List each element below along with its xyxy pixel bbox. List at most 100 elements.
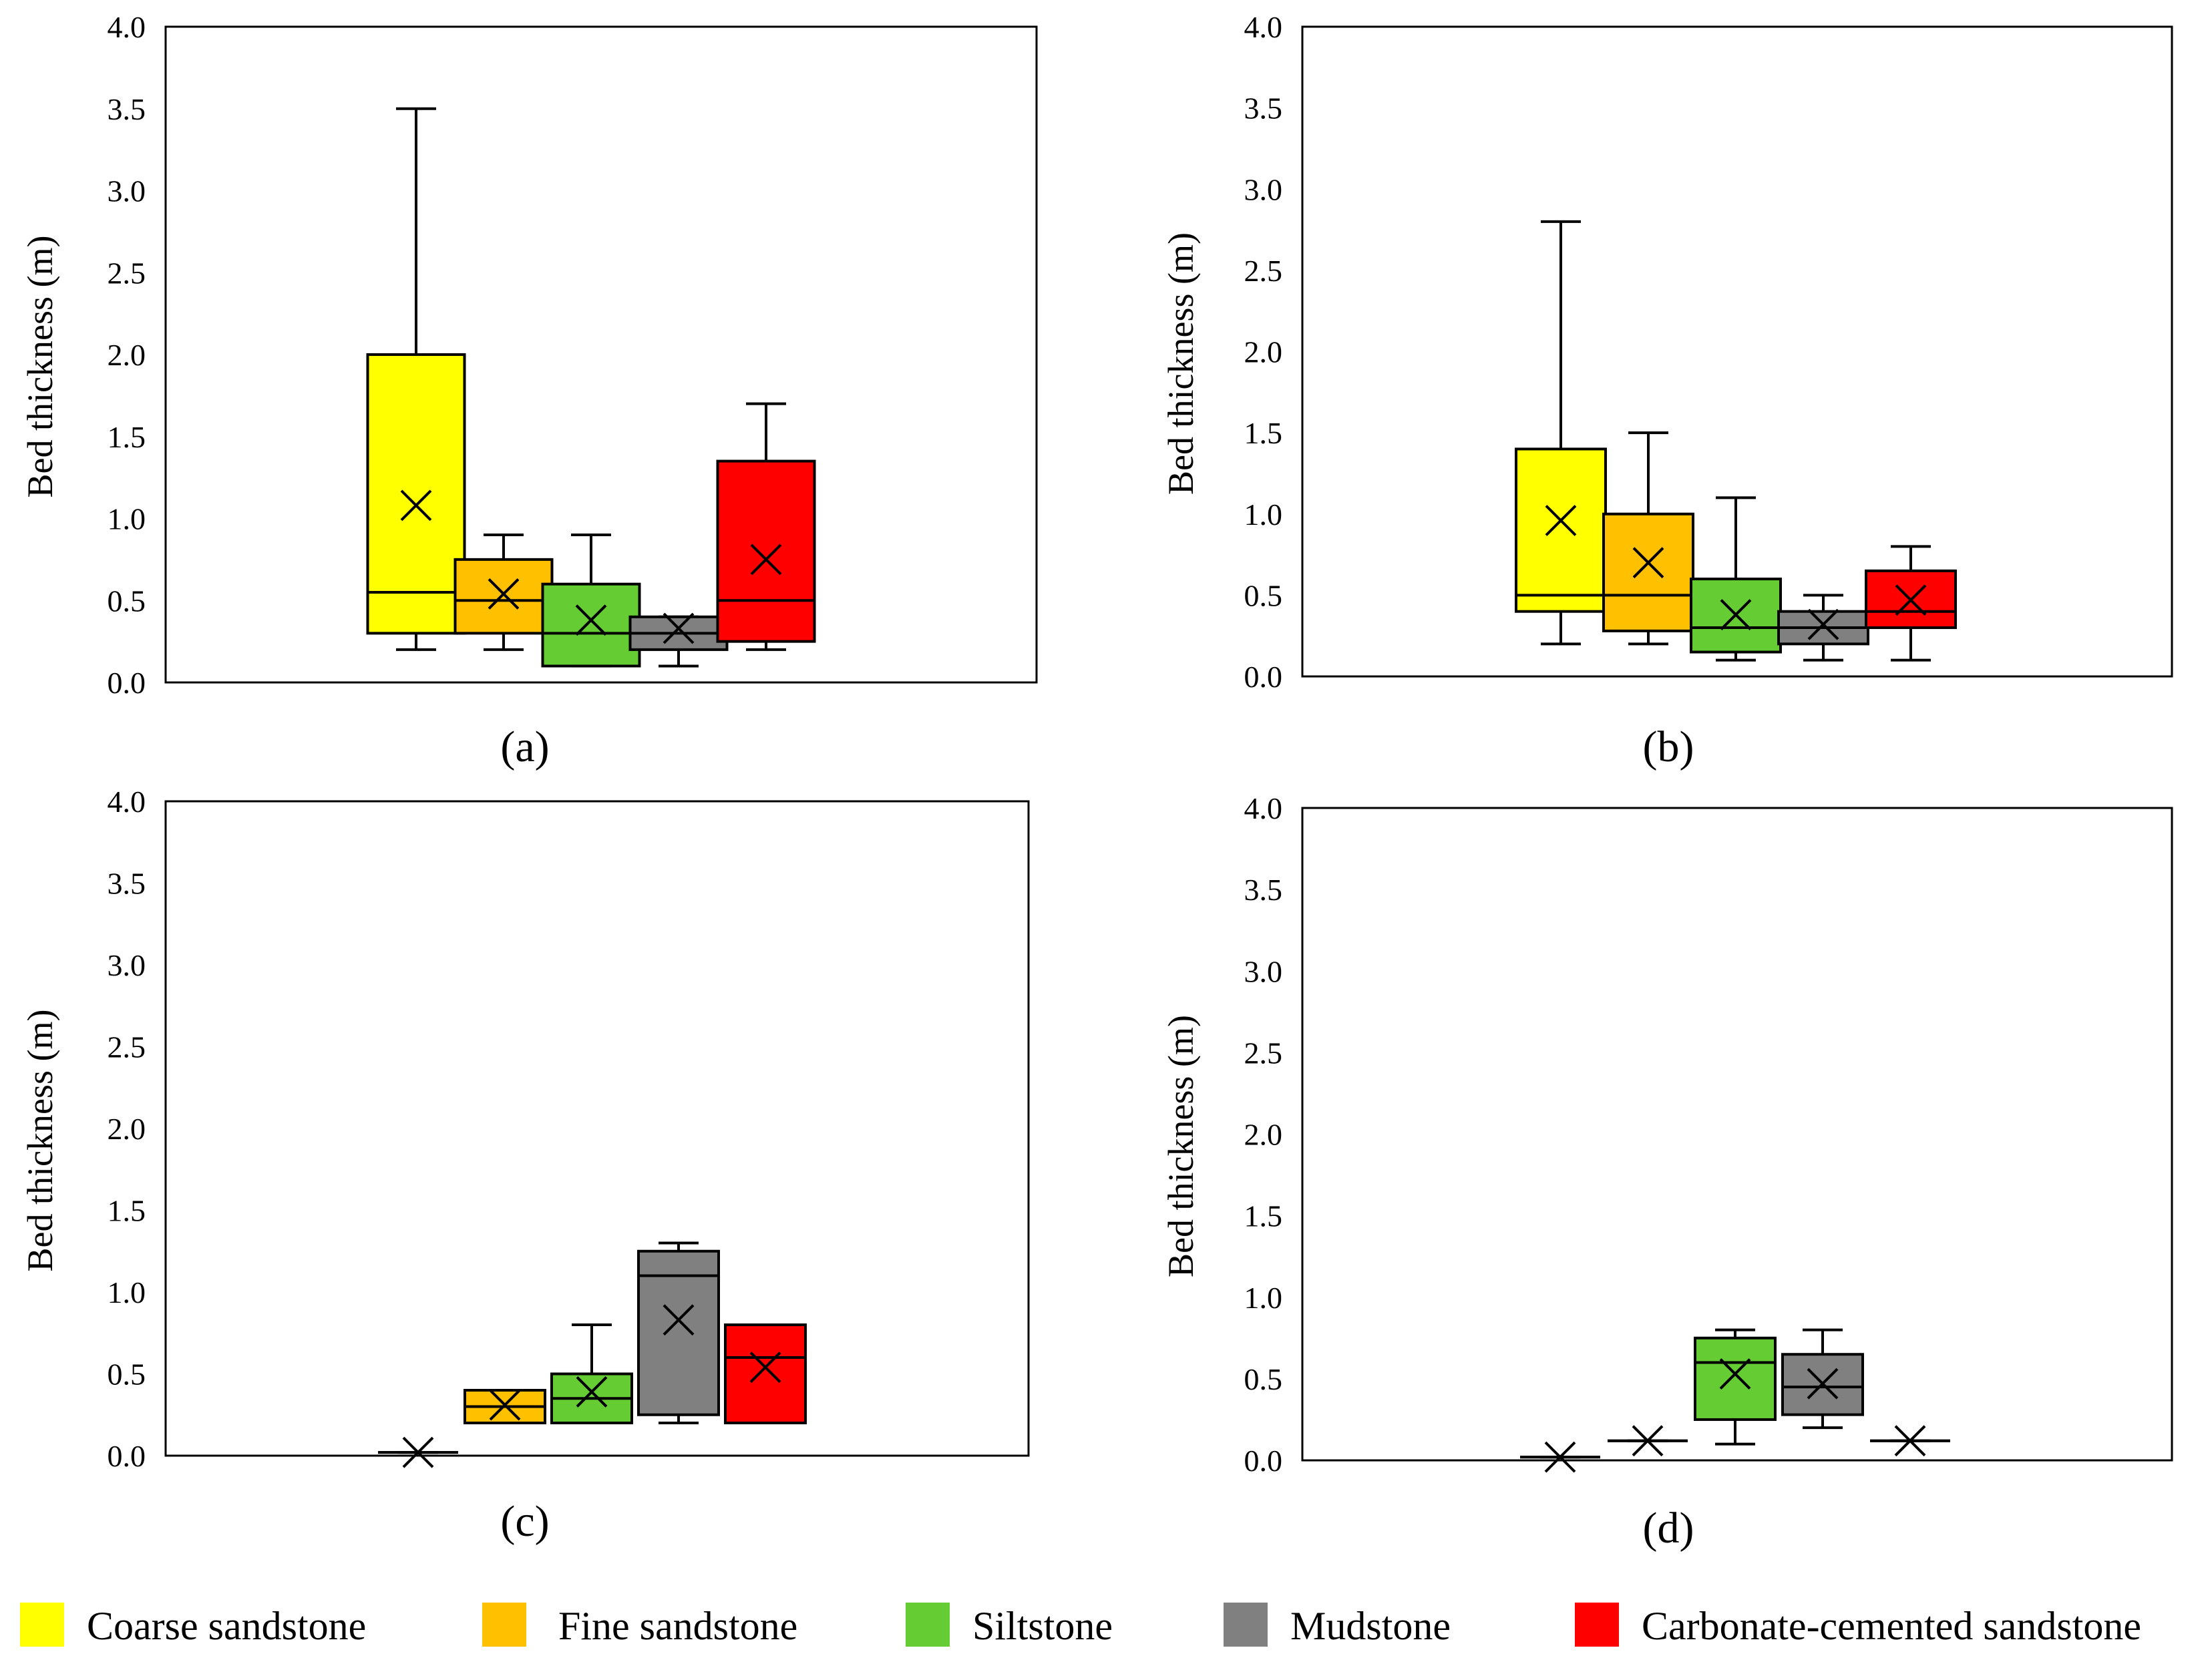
y-tick-label: 1.0 [108,502,146,536]
y-tick-label: 3.5 [1244,873,1283,907]
y-tick-label: 3.0 [108,948,146,982]
box-mudstone [628,612,729,668]
box-mudstone [1777,594,1869,662]
panel-label: (d) [1643,1504,1694,1552]
y-tick-label: 0.0 [1244,660,1283,694]
y-tick-label: 2.0 [108,1112,146,1146]
mean-marker [402,1436,434,1468]
y-tick-label: 1.5 [1244,416,1283,450]
legend-swatch [482,1603,526,1647]
y-tick-label: 0.0 [108,666,146,700]
mean-marker [750,544,782,576]
box-siltstone [1690,496,1782,662]
box-coarse-sandstone [378,1436,458,1468]
box-mudstone [637,1241,720,1424]
y-tick-label: 1.5 [1244,1199,1283,1233]
y-tick-label: 0.5 [108,1358,146,1392]
mean-marker [1545,505,1577,536]
y-tick-label: 3.0 [108,174,146,208]
y-axis-label: Bed thickness (m) [1161,232,1201,495]
mean-marker [488,578,520,610]
box-fine-sandstone [464,1389,546,1424]
mean-marker [1632,1425,1664,1457]
mean-marker [663,1304,695,1336]
box-body [1602,512,1694,632]
mean-marker [575,604,607,636]
mean-marker [1807,608,1839,640]
box-siltstone [541,534,641,668]
mean-marker [749,1352,781,1384]
y-tick-label: 4.0 [108,785,146,819]
box-carbonate-cemented-sandstone [724,1323,807,1424]
legend-label: Fine sandstone [558,1604,797,1648]
y-axis-label: Bed thickness (m) [20,236,60,498]
y-tick-label: 0.5 [1244,578,1283,612]
box-carbonate-cemented-sandstone [1870,1425,1950,1457]
panel-label: (c) [500,1497,549,1546]
y-tick-label: 1.5 [108,420,146,454]
y-tick-label: 0.5 [1244,1362,1283,1396]
box-body [716,459,816,643]
mean-marker [1544,1441,1576,1473]
panel-c: 0.0 0.5 1.0 1.5 2.0 2.5 3.0 3.5 4.0 Bed thickness… [20,785,1030,1546]
box-mudstone [1781,1328,1864,1430]
legend-label: Carbonate-cemented sandstone [1642,1604,2141,1648]
y-tick-label: 3.5 [108,867,146,901]
plot-area-frame [1301,25,2173,678]
mean-marker [489,1389,521,1421]
mean-marker [1632,547,1664,579]
mean-marker [663,612,695,644]
y-tick-label: 3.5 [1244,91,1283,126]
box-body [637,1249,720,1416]
panel-a: 0.0 0.5 1.0 1.5 2.0 2.5 3.0 3.5 4.0 Bed thickness… [20,10,1038,771]
y-tick-label: 2.0 [108,338,146,372]
y-tick-label: 1.0 [1244,497,1283,532]
box-coarse-sandstone [1515,220,1607,646]
y-tick-label: 0.0 [108,1439,146,1473]
y-tick-label: 4.0 [1244,10,1283,44]
legend-swatch [1224,1603,1268,1647]
y-tick-label: 0.0 [1244,1444,1283,1478]
box-fine-sandstone [1602,431,1694,646]
legend-label: Coarse sandstone [87,1604,366,1648]
box-siltstone [1694,1328,1777,1446]
legend: Coarse sandstone Fine sandstone Siltstone M… [20,1603,2141,1648]
box-carbonate-cemented-sandstone [1865,545,1957,662]
plot-area-frame [164,800,1030,1457]
y-tick-label: 2.5 [1244,254,1283,288]
panel-label: (a) [500,722,549,771]
y-tick-label: 1.0 [108,1275,146,1309]
mean-marker [1894,1425,1926,1457]
y-tick-label: 0.5 [108,584,146,618]
box-body [724,1323,807,1424]
mean-marker [1807,1368,1839,1400]
mean-marker [1720,599,1752,630]
box-coarse-sandstone [1520,1441,1600,1473]
legend-swatch [906,1603,950,1647]
mean-marker [1895,584,1927,616]
panel-label: (b) [1643,722,1694,771]
y-tick-label: 2.0 [1244,1118,1283,1152]
y-tick-label: 2.5 [108,1030,146,1064]
box-fine-sandstone [1608,1425,1688,1457]
y-tick-label: 3.0 [1244,954,1283,988]
box-body [541,582,641,668]
legend-swatch [1575,1603,1619,1647]
box-body [1694,1336,1777,1421]
y-tick-label: 2.0 [1244,335,1283,369]
mean-marker [576,1376,608,1408]
y-tick-label: 1.0 [1244,1281,1283,1315]
plot-area-frame [1301,807,2173,1462]
legend-label: Mudstone [1290,1604,1451,1648]
box-body [366,353,466,635]
y-tick-label: 3.5 [108,92,146,126]
box-carbonate-cemented-sandstone [716,402,816,651]
box-fine-sandstone [453,534,554,651]
y-tick-label: 4.0 [108,10,146,44]
panel-b: 0.0 0.5 1.0 1.5 2.0 2.5 3.0 3.5 4.0 Bed thickness… [1161,10,2173,771]
mean-marker [1719,1358,1751,1390]
box-siltstone [550,1323,633,1424]
y-axis-label: Bed thickness (m) [1161,1015,1201,1277]
y-tick-label: 3.0 [1244,172,1283,206]
